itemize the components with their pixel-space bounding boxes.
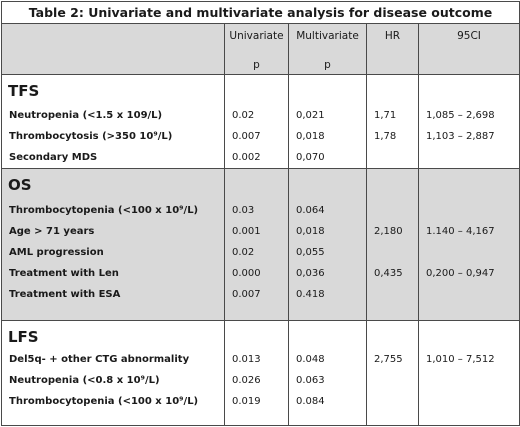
section-lfs-uni: 0.013 0.026 0.019 <box>224 320 289 426</box>
header-univariate-label: Univariate <box>229 30 284 43</box>
section-lfs-labels: LFS Del5q- + other CTG abnormality Neutr… <box>1 320 225 426</box>
row-label: Thrombocytopenia (<100 x 10⁹/L) <box>9 396 199 408</box>
header-univariate-p: p <box>253 59 260 72</box>
row-label: Treatment with Len <box>9 268 119 280</box>
cell-hr <box>367 200 418 221</box>
row-label: Age > 71 years <box>9 226 95 238</box>
cell-uni: 0.007 <box>232 289 261 301</box>
table-title: Table 2: Univariate and multivariate ana… <box>1 0 520 25</box>
cell-ci: 1,010 – 7,512 <box>426 354 495 366</box>
cell-hr: 1,71 <box>374 109 397 121</box>
section-title: LFS <box>8 328 39 347</box>
section-os-uni: 0.03 0.001 0.02 0.000 0.007 <box>224 168 289 322</box>
section-lfs: LFS Del5q- + other CTG abnormality Neutr… <box>1 320 520 426</box>
section-tfs-ci: 1,085 – 2,698 1,103 – 2,887 <box>418 73 520 170</box>
row-label: Neutropenia (<1.5 x 109/L) <box>9 109 163 121</box>
cell-multi: 0,021 <box>296 109 325 121</box>
section-tfs-multi: 0,021 0,018 0,070 <box>288 73 367 170</box>
cell-ci <box>419 200 519 221</box>
row-label: Thrombocytopenia (<100 x 10⁹/L) <box>9 205 199 217</box>
cell-hr <box>367 391 418 412</box>
section-lfs-ci: 1,010 – 7,512 <box>418 320 520 426</box>
cell-hr: 2,180 <box>374 226 403 238</box>
cell-ci: 1,103 – 2,887 <box>426 130 495 142</box>
cell-uni: 0.019 <box>232 396 261 408</box>
cell-hr: 0,435 <box>374 268 403 280</box>
cell-hr <box>367 242 418 263</box>
cell-ci <box>419 242 519 263</box>
header-row: Univariate p Multivariate p HR 95CI <box>1 23 520 75</box>
section-tfs-uni: 0.02 0.007 0.002 <box>224 73 289 170</box>
cell-ci <box>419 284 519 305</box>
cell-ci: 1,085 – 2,698 <box>426 109 495 121</box>
section-tfs: TFS Neutropenia (<1.5 x 109/L) Thrombocy… <box>1 73 520 170</box>
cell-uni: 0.001 <box>232 226 261 238</box>
row-label: Treatment with ESA <box>9 289 121 301</box>
header-multivariate-p: p <box>324 59 331 72</box>
cell-uni: 0.007 <box>232 130 261 142</box>
section-title: OS <box>8 176 32 195</box>
section-os-labels: OS Thrombocytopenia (<100 x 10⁹/L) Age >… <box>1 168 225 322</box>
cell-uni: 0.02 <box>232 247 255 259</box>
cell-uni: 0.002 <box>232 151 261 163</box>
cell-multi: 0.048 <box>296 354 325 366</box>
header-hr: HR <box>366 23 419 75</box>
section-title: TFS <box>8 81 40 100</box>
header-ci: 95CI <box>418 23 520 75</box>
cell-uni: 0.013 <box>232 354 261 366</box>
cell-hr: 2,755 <box>374 354 403 366</box>
cell-multi: 0.084 <box>296 396 325 408</box>
cell-multi: 0.064 <box>296 205 325 217</box>
cell-uni: 0.026 <box>232 375 261 387</box>
row-label: Thrombocytosis (>350 10⁹/L) <box>9 130 173 142</box>
section-os-hr: 2,180 0,435 <box>366 168 419 322</box>
cell-ci <box>419 391 519 412</box>
section-tfs-hr: 1,71 1,78 <box>366 73 419 170</box>
cell-multi: 0.418 <box>296 289 325 301</box>
cell-hr <box>367 147 418 168</box>
cell-ci <box>419 370 519 391</box>
header-multivariate-label: Multivariate <box>296 30 359 43</box>
section-tfs-labels: TFS Neutropenia (<1.5 x 109/L) Thrombocy… <box>1 73 225 170</box>
cell-multi: 0,018 <box>296 226 325 238</box>
cell-uni: 0.02 <box>232 109 255 121</box>
cell-multi: 0,070 <box>296 151 325 163</box>
row-label: Neutropenia (<0.8 x 10⁹/L) <box>9 375 160 387</box>
cell-uni: 0.000 <box>232 268 261 280</box>
cell-ci <box>419 147 519 168</box>
cell-multi: 0,018 <box>296 130 325 142</box>
section-lfs-multi: 0.048 0.063 0.084 <box>288 320 367 426</box>
header-blank-cell <box>1 23 225 75</box>
cell-hr <box>367 284 418 305</box>
cell-uni: 0.03 <box>232 205 255 217</box>
row-label: AML progression <box>9 247 104 259</box>
cell-multi: 0.063 <box>296 375 325 387</box>
row-label: Secondary MDS <box>9 151 98 163</box>
section-os: OS Thrombocytopenia (<100 x 10⁹/L) Age >… <box>1 168 520 322</box>
section-lfs-hr: 2,755 <box>366 320 419 426</box>
cell-multi: 0,055 <box>296 247 325 259</box>
cell-multi: 0,036 <box>296 268 325 280</box>
header-multivariate: Multivariate p <box>288 23 367 75</box>
header-univariate: Univariate p <box>224 23 289 75</box>
section-os-multi: 0.064 0,018 0,055 0,036 0.418 <box>288 168 367 322</box>
cell-hr <box>367 370 418 391</box>
cell-hr: 1,78 <box>374 130 397 142</box>
cell-ci: 0,200 – 0,947 <box>426 268 495 280</box>
section-os-ci: 1.140 – 4,167 0,200 – 0,947 <box>418 168 520 322</box>
cell-ci: 1.140 – 4,167 <box>426 226 495 238</box>
row-label: Del5q- + other CTG abnormality <box>9 354 190 366</box>
